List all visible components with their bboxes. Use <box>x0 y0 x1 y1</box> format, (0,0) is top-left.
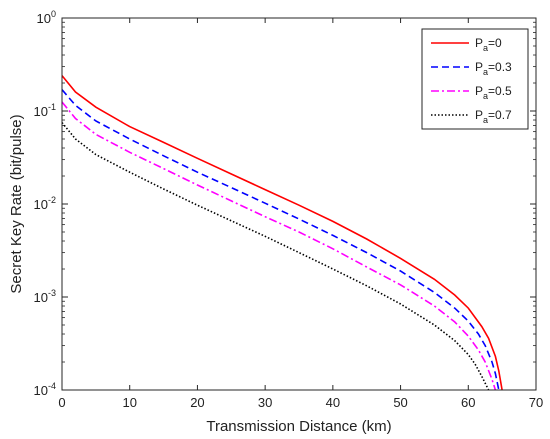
legend-label-2: Pa=0.5 <box>475 84 512 101</box>
series-line-3 <box>61 122 490 391</box>
plot-frame <box>61 17 537 391</box>
series-line-0 <box>61 75 503 391</box>
legend: Pa=0 Pa=0.3 Pa=0.5 Pa=0.7 <box>421 28 529 130</box>
x-tick-label-2: 20 <box>190 395 204 410</box>
legend-label-3: Pa=0.7 <box>475 108 512 125</box>
y-tick-label-4: 100 <box>37 9 56 26</box>
legend-box <box>421 28 529 130</box>
y-axis-title: Secret Key Rate (bit/pulse) <box>8 114 25 293</box>
x-tick-label-6: 60 <box>461 395 475 410</box>
ticks-layer: 0 10 20 30 40 50 60 70 10-4 10-3 10-2 10-1 100 <box>34 9 544 410</box>
series-line-2 <box>61 101 497 391</box>
series-layer <box>61 75 503 391</box>
y-tick-label-2: 10-2 <box>34 195 56 212</box>
x-tick-label-3: 30 <box>258 395 272 410</box>
x-axis-title: Transmission Distance (km) <box>206 418 391 435</box>
x-tick-label-0: 0 <box>58 395 65 410</box>
y-tick-label-0: 10-4 <box>34 381 56 398</box>
legend-label-0: Pa=0 <box>475 36 502 53</box>
legend-label-1: Pa=0.3 <box>475 60 512 77</box>
x-tick-label-7: 70 <box>529 395 543 410</box>
x-tick-label-5: 50 <box>393 395 407 410</box>
y-tick-label-3: 10-1 <box>34 102 56 119</box>
y-tick-label-1: 10-3 <box>34 288 56 305</box>
x-tick-label-1: 10 <box>122 395 136 410</box>
series-line-1 <box>61 89 500 391</box>
x-tick-label-4: 40 <box>326 395 340 410</box>
